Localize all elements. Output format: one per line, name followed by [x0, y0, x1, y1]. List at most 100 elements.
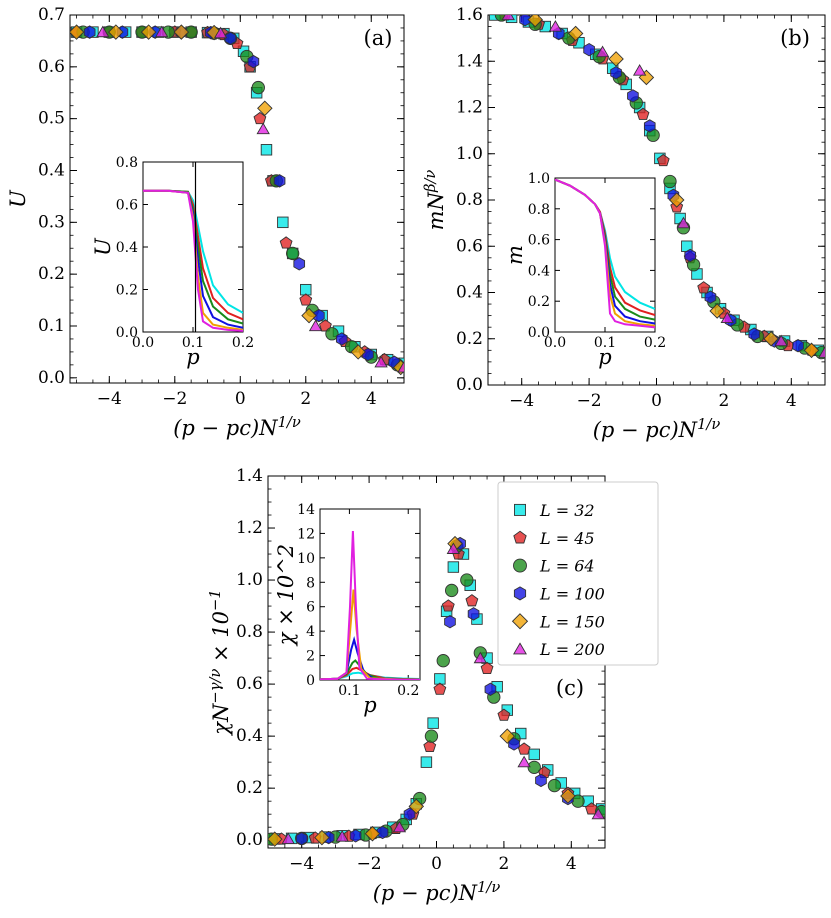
main-y-tick-label: 0.2: [456, 329, 483, 349]
point-L64: [445, 583, 459, 598]
point-L200: [720, 311, 734, 324]
point-L45: [697, 281, 711, 294]
point-L100: [643, 119, 656, 133]
inset-frame: [319, 508, 421, 681]
point-L200: [676, 216, 691, 229]
point-L200: [213, 26, 228, 39]
point-L200: [256, 122, 270, 135]
data-points: [70, 24, 404, 376]
point-L64: [424, 729, 439, 743]
point-L100: [444, 614, 456, 629]
main-y-tick-label: 0.2: [236, 778, 263, 798]
inset-x-tick-label: 0.0: [132, 335, 154, 351]
main-y-tick-label: 0.0: [236, 830, 263, 850]
point-L150: [408, 798, 425, 815]
main-x-tick-label: 0: [235, 389, 246, 409]
point-L100: [484, 682, 497, 697]
point-L64: [460, 573, 474, 587]
main-y-tick-label: 0.6: [456, 236, 483, 256]
panel-b: −4 −2 0 2 4 0.0 0.2 0.4 0.6 0.8 1.0 1.2 1.4 1.6 (p − p…: [422, 5, 826, 442]
main-x-tick-label: −4: [509, 391, 534, 411]
main-x-tick-label: 2: [718, 391, 729, 411]
point-L200: [473, 651, 487, 664]
point-L150: [301, 307, 317, 324]
inset-a: 0.0 0.1 0.2 0.0 0.2 0.4 0.6 0.8 p U: [91, 155, 254, 369]
main-x-tick-label: 4: [366, 389, 377, 409]
point-L150: [803, 342, 820, 359]
point-L200: [397, 360, 404, 373]
y-axis-label-sup: β/ν: [422, 170, 439, 193]
point-L150: [668, 192, 685, 208]
inset-y-tick-label: 0.2: [116, 283, 138, 299]
inset-y-tick-label: 10: [297, 551, 315, 567]
point-L45: [299, 293, 313, 306]
point-L150: [108, 24, 124, 40]
main-x-tick-label: −2: [577, 391, 602, 411]
main-x-tick-label: −4: [289, 854, 314, 874]
point-L100: [535, 773, 547, 788]
inset-lines: [143, 189, 243, 332]
inset-x-label: p: [186, 345, 199, 369]
x-axis-label-part: (p − pc)N: [593, 418, 698, 442]
inset-y-tick-label: 6: [306, 600, 315, 616]
point-L32: [427, 717, 439, 729]
point-L200: [335, 830, 349, 842]
inset-frame: [142, 161, 244, 333]
point-L100: [247, 54, 260, 69]
inset-y-label-part: U: [91, 237, 115, 256]
inset-lines: [555, 178, 655, 329]
inset-x-tick-label: 0.1: [594, 335, 616, 351]
point-L200: [374, 355, 388, 368]
inset-y-tick-label: 0.4: [116, 240, 138, 256]
main-y-tick-label: 0.4: [236, 726, 263, 746]
inset-y-tick-label: 2: [306, 649, 315, 665]
main-y-tick-label: 0.7: [38, 5, 65, 25]
point-L32: [528, 748, 540, 761]
point-L100: [349, 829, 362, 843]
inset-y-tick-label: 0.4: [528, 263, 550, 279]
point-L200: [548, 20, 563, 32]
inset-y-tick-label: 12: [297, 526, 315, 542]
main-y-tick-label: 1.6: [456, 5, 483, 25]
main-x-tick-label: 0: [431, 854, 442, 874]
main-y-tick-label: 0.2: [38, 264, 65, 284]
main-x-tick-label: 2: [300, 389, 311, 409]
point-L150: [268, 831, 283, 847]
point-L200: [774, 334, 788, 347]
main-y-tick-label: 1.2: [236, 518, 263, 538]
inset-y-tick-label: 0.8: [528, 202, 550, 218]
main-x-tick-label: −2: [357, 854, 382, 874]
point-L150: [257, 100, 273, 117]
point-L45: [441, 599, 455, 612]
x-axis-label-part: (p − pc)N: [373, 881, 478, 905]
y-axis-label-sup: −1: [207, 589, 224, 611]
inset-series-line: [143, 189, 243, 332]
point-L200: [632, 64, 647, 76]
point-L100: [610, 66, 622, 80]
x-axis-label-sup: 1/ν: [697, 416, 720, 433]
point-L64: [547, 778, 562, 793]
inset-y-tick-label: 0: [306, 673, 315, 689]
main-x-tick-label: 4: [566, 854, 577, 874]
point-L100: [467, 607, 480, 621]
inset-y-tick-label: 0.2: [528, 294, 550, 310]
inset-x-label: p: [598, 345, 611, 369]
point-L200: [155, 25, 169, 38]
inset-y-tick-label: 0.0: [116, 325, 138, 341]
inset-series-line: [320, 530, 420, 680]
inset-series-line: [555, 178, 655, 329]
legend-box: [497, 481, 659, 666]
y-axis-label-part: × 10: [209, 611, 233, 669]
main-y-tick-label: 0.4: [38, 160, 65, 180]
x-axis-label-sup: 1/ν: [477, 879, 500, 896]
inset-y-label: m: [503, 245, 527, 265]
point-L45: [423, 739, 437, 753]
main-x-tick-label: 2: [498, 854, 509, 874]
legend: L = 32 L = 45 L = 64 L = 100 L = 150 L = 200: [497, 481, 659, 666]
inset-c: 0.1 0.2 0 2 4 6 8 10 12 14 p χ × 10^2: [274, 502, 421, 717]
y-axis-label: χN−γ/ν​ × 10−1​: [207, 589, 233, 736]
inset-y-label-part: m: [503, 245, 527, 265]
main-y-tick-label: 0.4: [456, 283, 483, 303]
point-L45: [656, 153, 670, 167]
